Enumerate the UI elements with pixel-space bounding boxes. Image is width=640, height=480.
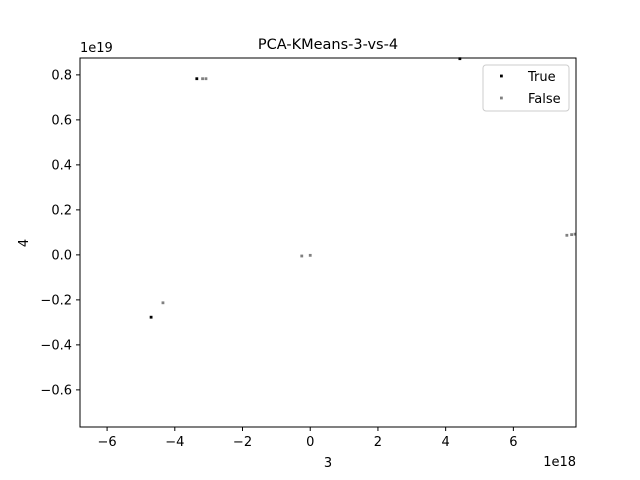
data-point-false-0 — [201, 77, 204, 81]
data-point-false-3 — [300, 254, 304, 258]
y-axis-label: 4 — [17, 239, 32, 247]
data-point-false-4 — [308, 253, 312, 257]
legend-label-false: False — [528, 92, 561, 107]
legend-label-true: True — [527, 70, 556, 85]
data-points — [149, 57, 577, 319]
x-tick-label-5: 4 — [442, 435, 450, 450]
y-tick-label-2: −0.2 — [40, 293, 72, 308]
data-point-false-2 — [161, 301, 165, 305]
y-axis-offset-text: 1e19 — [80, 41, 113, 56]
axes-frame — [79, 57, 577, 428]
x-tick-label-3: 0 — [306, 435, 314, 450]
legend-box — [482, 64, 570, 112]
axes: −6 −4 −2 0 2 4 6 −0.6 −0.4 −0.2 0.0 0.2 0.4 0.6 0.8 — [40, 57, 577, 450]
legend: True False — [482, 64, 570, 112]
legend-marker-true — [500, 74, 503, 78]
x-axis-offset-text: 1e18 — [543, 455, 576, 470]
y-tick-label-7: 0.8 — [51, 68, 72, 83]
data-point-true-2 — [458, 57, 462, 61]
y-tick-label-6: 0.6 — [51, 113, 72, 128]
y-tick-label-1: −0.4 — [40, 338, 72, 353]
x-tick-label-6: 6 — [509, 435, 517, 450]
data-point-false-7 — [573, 232, 577, 236]
x-tick-label-0: −6 — [97, 435, 116, 450]
x-tick-label-1: −4 — [165, 435, 184, 450]
y-tick-label-3: 0.0 — [51, 248, 72, 263]
y-tick-label-0: −0.6 — [40, 383, 72, 398]
data-point-false-6 — [570, 233, 573, 237]
y-tick-label-5: 0.4 — [51, 158, 72, 173]
x-tick-label-2: −2 — [233, 435, 252, 450]
data-point-false-1 — [204, 77, 208, 81]
data-point-true-1 — [149, 315, 153, 319]
data-point-false-5 — [565, 233, 569, 237]
legend-marker-false — [500, 96, 503, 100]
x-axis-label: 3 — [324, 456, 332, 471]
data-point-true-0 — [195, 77, 199, 81]
chart-title: PCA-KMeans-3-vs-4 — [258, 37, 398, 53]
plot-area — [80, 58, 576, 427]
y-tick-label-4: 0.2 — [51, 203, 72, 218]
x-tick-label-4: 2 — [374, 435, 382, 450]
plot-background — [80, 58, 576, 427]
